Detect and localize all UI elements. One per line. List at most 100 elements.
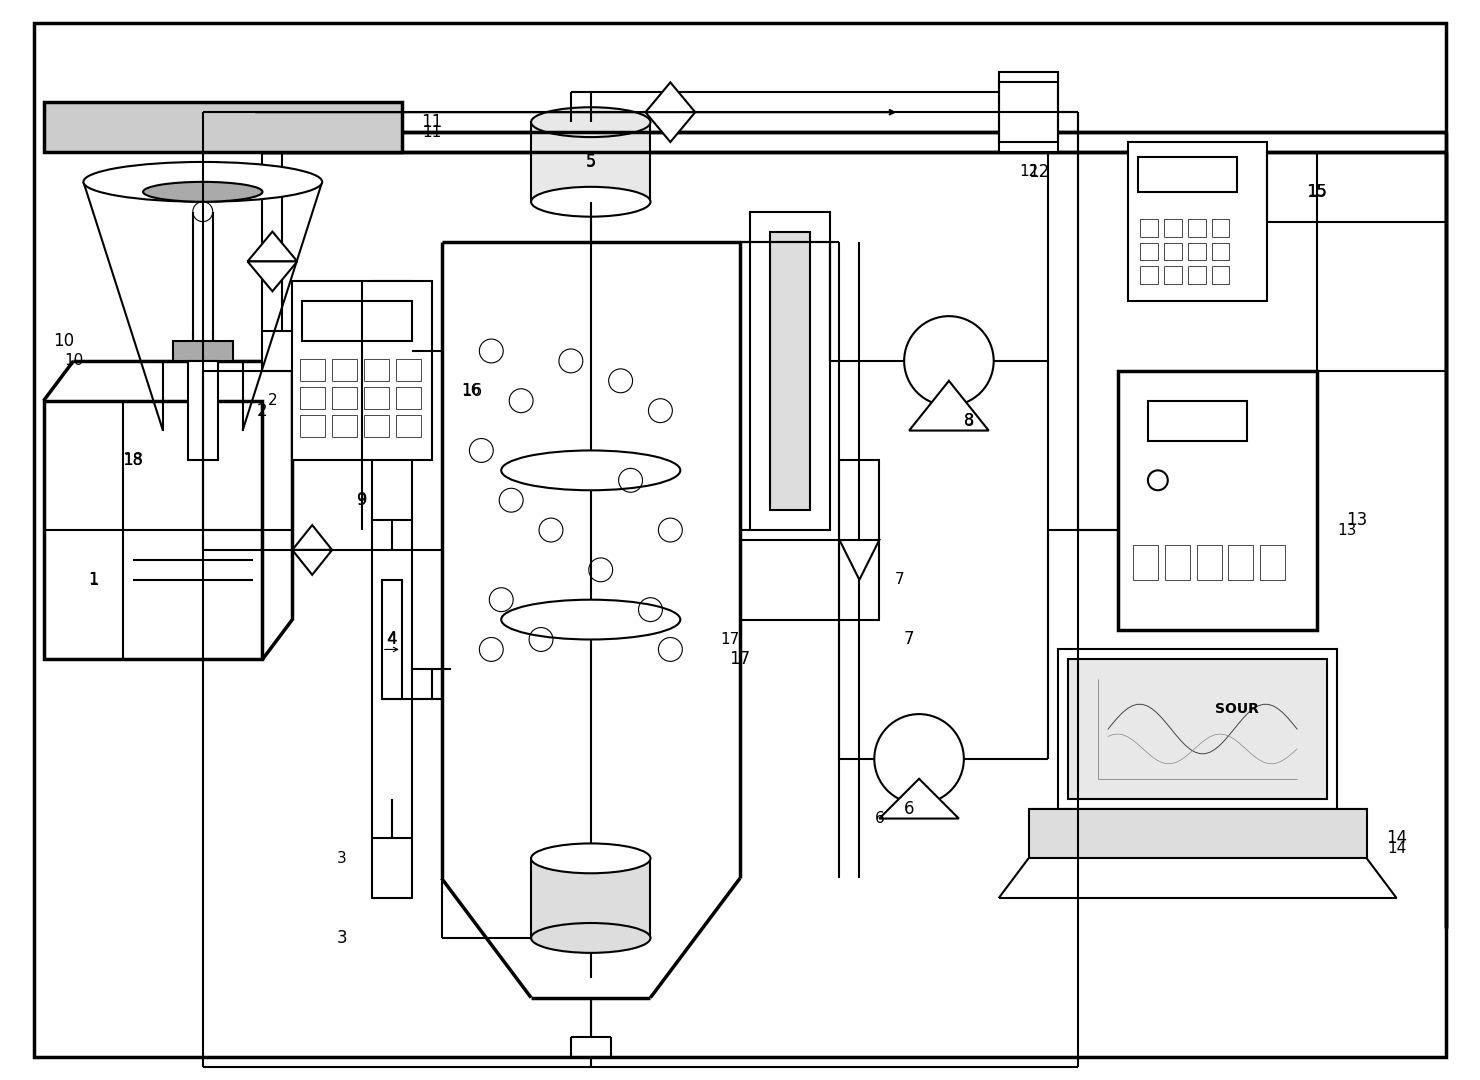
Polygon shape <box>247 261 297 292</box>
Text: 7: 7 <box>894 572 904 588</box>
Bar <box>364 387 389 408</box>
Bar <box>300 359 326 381</box>
Text: 5: 5 <box>586 154 595 170</box>
Bar <box>43 401 262 660</box>
Bar <box>1261 545 1285 580</box>
Bar <box>999 72 1058 152</box>
Polygon shape <box>293 550 332 575</box>
Text: 11: 11 <box>420 113 443 131</box>
Bar <box>395 359 420 381</box>
Text: 2: 2 <box>258 402 268 420</box>
Text: 6: 6 <box>875 811 884 826</box>
Bar <box>382 580 401 699</box>
Circle shape <box>875 714 963 804</box>
Text: 4: 4 <box>386 632 397 647</box>
Bar <box>302 301 411 341</box>
Text: SOUR: SOUR <box>1215 702 1259 716</box>
Text: 3: 3 <box>337 929 348 947</box>
Bar <box>43 103 401 152</box>
Bar <box>1187 218 1206 237</box>
Polygon shape <box>909 381 989 431</box>
Bar <box>1069 660 1328 799</box>
Bar <box>371 281 411 899</box>
Text: 14: 14 <box>1387 829 1407 848</box>
Text: 3: 3 <box>337 851 346 866</box>
Bar <box>1128 143 1267 301</box>
Bar <box>1212 243 1230 260</box>
Text: 14: 14 <box>1387 841 1406 856</box>
Bar <box>300 415 326 436</box>
Text: 18: 18 <box>123 451 144 470</box>
Bar <box>1058 649 1336 809</box>
Bar <box>395 415 420 436</box>
Bar <box>262 332 342 370</box>
Bar <box>1140 243 1157 260</box>
Bar <box>332 359 357 381</box>
Bar <box>293 281 432 460</box>
Bar <box>1163 243 1181 260</box>
Bar <box>1029 809 1366 859</box>
Bar <box>1148 401 1248 441</box>
Text: 10: 10 <box>64 353 83 368</box>
Text: 1: 1 <box>87 571 99 589</box>
Text: 15: 15 <box>1307 183 1328 201</box>
Bar <box>332 387 357 408</box>
Bar <box>332 415 357 436</box>
Text: 9: 9 <box>357 492 367 508</box>
Text: 2: 2 <box>268 393 277 408</box>
Text: 13: 13 <box>1347 511 1368 529</box>
Ellipse shape <box>531 107 651 137</box>
Text: 7: 7 <box>904 631 915 648</box>
Ellipse shape <box>531 843 651 874</box>
Bar <box>364 415 389 436</box>
Bar <box>300 387 326 408</box>
Polygon shape <box>645 112 696 143</box>
Text: 8: 8 <box>963 414 974 428</box>
Polygon shape <box>839 540 879 580</box>
Text: 18: 18 <box>123 453 142 468</box>
Text: 10: 10 <box>53 332 74 350</box>
Text: 13: 13 <box>1336 523 1357 538</box>
Bar <box>1140 267 1157 284</box>
Text: 6: 6 <box>904 799 915 818</box>
Bar <box>1134 545 1157 580</box>
Bar <box>1187 243 1206 260</box>
Text: 5: 5 <box>586 153 596 171</box>
Bar <box>1212 218 1230 237</box>
Bar <box>1187 267 1206 284</box>
Polygon shape <box>293 525 332 550</box>
Bar <box>1163 267 1181 284</box>
Text: 8: 8 <box>963 411 974 430</box>
Text: 12: 12 <box>1018 164 1037 179</box>
Bar <box>770 231 810 510</box>
Bar <box>1138 157 1237 192</box>
Bar <box>364 359 389 381</box>
Text: 4: 4 <box>386 631 397 648</box>
Bar <box>188 361 218 460</box>
Polygon shape <box>247 231 297 261</box>
Bar <box>1165 545 1190 580</box>
Text: 1: 1 <box>89 572 98 588</box>
Bar <box>750 212 829 530</box>
Text: 9: 9 <box>357 491 367 509</box>
Text: 17: 17 <box>721 632 740 647</box>
Bar <box>531 859 651 937</box>
Bar <box>1197 545 1221 580</box>
Ellipse shape <box>83 162 323 202</box>
Text: 16: 16 <box>462 383 481 399</box>
Bar <box>395 387 420 408</box>
Bar <box>999 82 1058 143</box>
Ellipse shape <box>502 450 681 490</box>
Ellipse shape <box>502 599 681 639</box>
Text: 11: 11 <box>422 124 441 139</box>
Text: 15: 15 <box>1307 185 1326 200</box>
Ellipse shape <box>531 923 651 953</box>
Bar <box>1140 218 1157 237</box>
Ellipse shape <box>144 181 262 202</box>
Text: 16: 16 <box>460 381 482 400</box>
Bar <box>839 460 879 620</box>
Ellipse shape <box>531 187 651 217</box>
Circle shape <box>904 316 993 406</box>
Text: 17: 17 <box>730 650 750 669</box>
Bar <box>1228 545 1254 580</box>
